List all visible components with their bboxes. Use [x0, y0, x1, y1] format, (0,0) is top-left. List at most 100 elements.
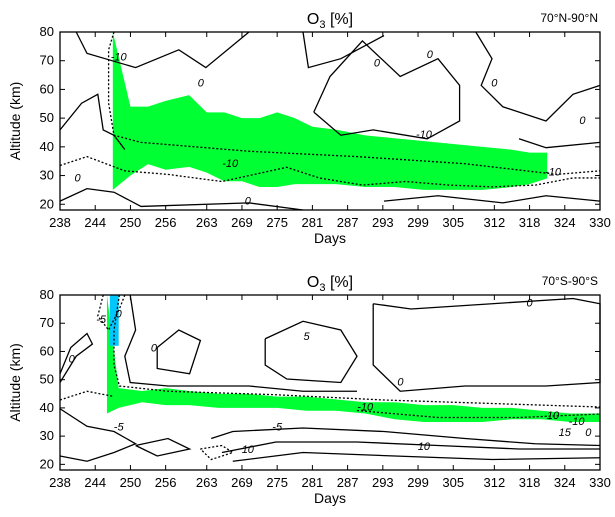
contour-label: -5	[96, 314, 107, 326]
contour-line	[475, 31, 601, 122]
contour-line	[199, 444, 235, 461]
contour-label: 0	[427, 49, 434, 61]
region-label: 70°N-90°N	[540, 11, 598, 25]
contour-line	[221, 441, 600, 454]
contour-line	[59, 408, 138, 462]
x-tick-label: 305	[442, 475, 464, 490]
y-tick-label: 70	[40, 315, 54, 330]
contour-line	[59, 390, 115, 401]
contour-line	[383, 195, 601, 204]
y-tick-label: 20	[40, 196, 54, 211]
x-tick-label: 330	[589, 475, 611, 490]
x-tick-label: 256	[155, 215, 177, 230]
contour-line	[124, 294, 357, 392]
x-tick-label: 250	[120, 215, 142, 230]
y-tick-label: 50	[40, 372, 54, 387]
contour-label: 10	[547, 410, 560, 422]
contour-label: 0	[151, 342, 158, 354]
x-tick-label: 244	[84, 215, 106, 230]
contour-label: 0	[397, 376, 404, 388]
contour-label: -10	[569, 416, 586, 428]
x-tick-label: 324	[554, 475, 576, 490]
contour-label: 15	[559, 427, 572, 439]
y-tick-label: 60	[40, 81, 54, 96]
y-tick-label: 70	[40, 53, 54, 68]
y-tick-label: 80	[40, 287, 54, 302]
contour-label: 0	[198, 78, 205, 90]
x-tick-label: 287	[337, 215, 359, 230]
contour-line	[302, 31, 385, 69]
y-tick-label: 20	[40, 456, 54, 471]
panel-1: -10 0 0 0 -10 -10 -10 0 0 0 0 238 244 250 256 263 269 275…	[7, 11, 611, 246]
contour-line	[135, 437, 192, 457]
contour-label: 0	[245, 195, 252, 207]
x-tick-label: 330	[589, 215, 611, 230]
x-tick-label: 312	[483, 475, 505, 490]
strong-anomaly-region	[109, 295, 119, 346]
contour-label: -5	[272, 421, 283, 433]
contour-label: 5	[303, 331, 310, 343]
contour-line	[156, 329, 202, 375]
contour-line	[59, 187, 304, 211]
contour-line	[59, 332, 94, 383]
contour-line	[107, 31, 601, 176]
contour-label: 0	[579, 115, 586, 127]
contour-label: 0	[69, 354, 76, 366]
contour-label: -10	[416, 129, 433, 141]
x-tick-label: 263	[196, 475, 218, 490]
contour-label: -5	[114, 421, 125, 433]
contour-label: -10	[222, 158, 239, 170]
x-axis-title: Days	[314, 490, 346, 506]
x-tick-label: 250	[120, 475, 142, 490]
x-tick-label: 238	[49, 475, 71, 490]
contour-label: 0	[116, 309, 123, 321]
contour-line	[313, 39, 461, 140]
contour-line	[232, 451, 601, 462]
x-tick-label: 244	[84, 475, 106, 490]
y-tick-label: 80	[40, 24, 54, 39]
x-tick-label: 269	[231, 475, 253, 490]
contour-label: 0	[527, 297, 534, 309]
contour-label: -10	[111, 52, 128, 64]
x-tick-label: 324	[554, 215, 576, 230]
green-anomaly-region	[106, 295, 601, 423]
panel-title: O3 [%]	[307, 274, 353, 294]
contour-label: -10	[357, 402, 374, 414]
x-tick-label: 281	[302, 475, 324, 490]
contour-label: -10	[545, 167, 562, 179]
contour-line	[518, 138, 601, 149]
x-tick-label: 299	[407, 215, 429, 230]
contour-label: 0	[374, 57, 381, 69]
y-tick-label: 40	[40, 139, 54, 154]
y-axis-title: Altitude (km)	[7, 82, 23, 161]
contour-line	[59, 93, 126, 150]
contour-label: 10	[242, 444, 255, 456]
contour-line	[113, 294, 601, 408]
contour-line	[210, 427, 601, 447]
x-tick-label: 318	[519, 475, 541, 490]
x-tick-label: 312	[483, 215, 505, 230]
plot-frame	[59, 294, 601, 471]
x-tick-label: 318	[519, 215, 541, 230]
x-tick-label: 256	[155, 475, 177, 490]
y-tick-label: 60	[40, 343, 54, 358]
contour-label: 0	[491, 78, 498, 90]
y-axis-title: Altitude (km)	[7, 343, 23, 422]
contour-line	[59, 155, 600, 188]
x-tick-label: 305	[442, 215, 464, 230]
x-tick-label: 299	[407, 475, 429, 490]
x-tick-label: 263	[196, 215, 218, 230]
x-tick-label: 275	[266, 475, 288, 490]
contour-label: 10	[418, 441, 431, 453]
x-tick-label: 293	[372, 215, 394, 230]
green-anomaly-region	[112, 32, 548, 190]
y-tick-label: 50	[40, 110, 54, 125]
y-tick-label: 40	[40, 400, 54, 415]
contour-line	[372, 297, 601, 392]
contour-line	[75, 31, 250, 69]
contour-line	[356, 409, 601, 419]
x-tick-label: 269	[231, 215, 253, 230]
contour-label: 0	[585, 427, 592, 439]
region-label: 70°S-90°S	[542, 274, 598, 288]
